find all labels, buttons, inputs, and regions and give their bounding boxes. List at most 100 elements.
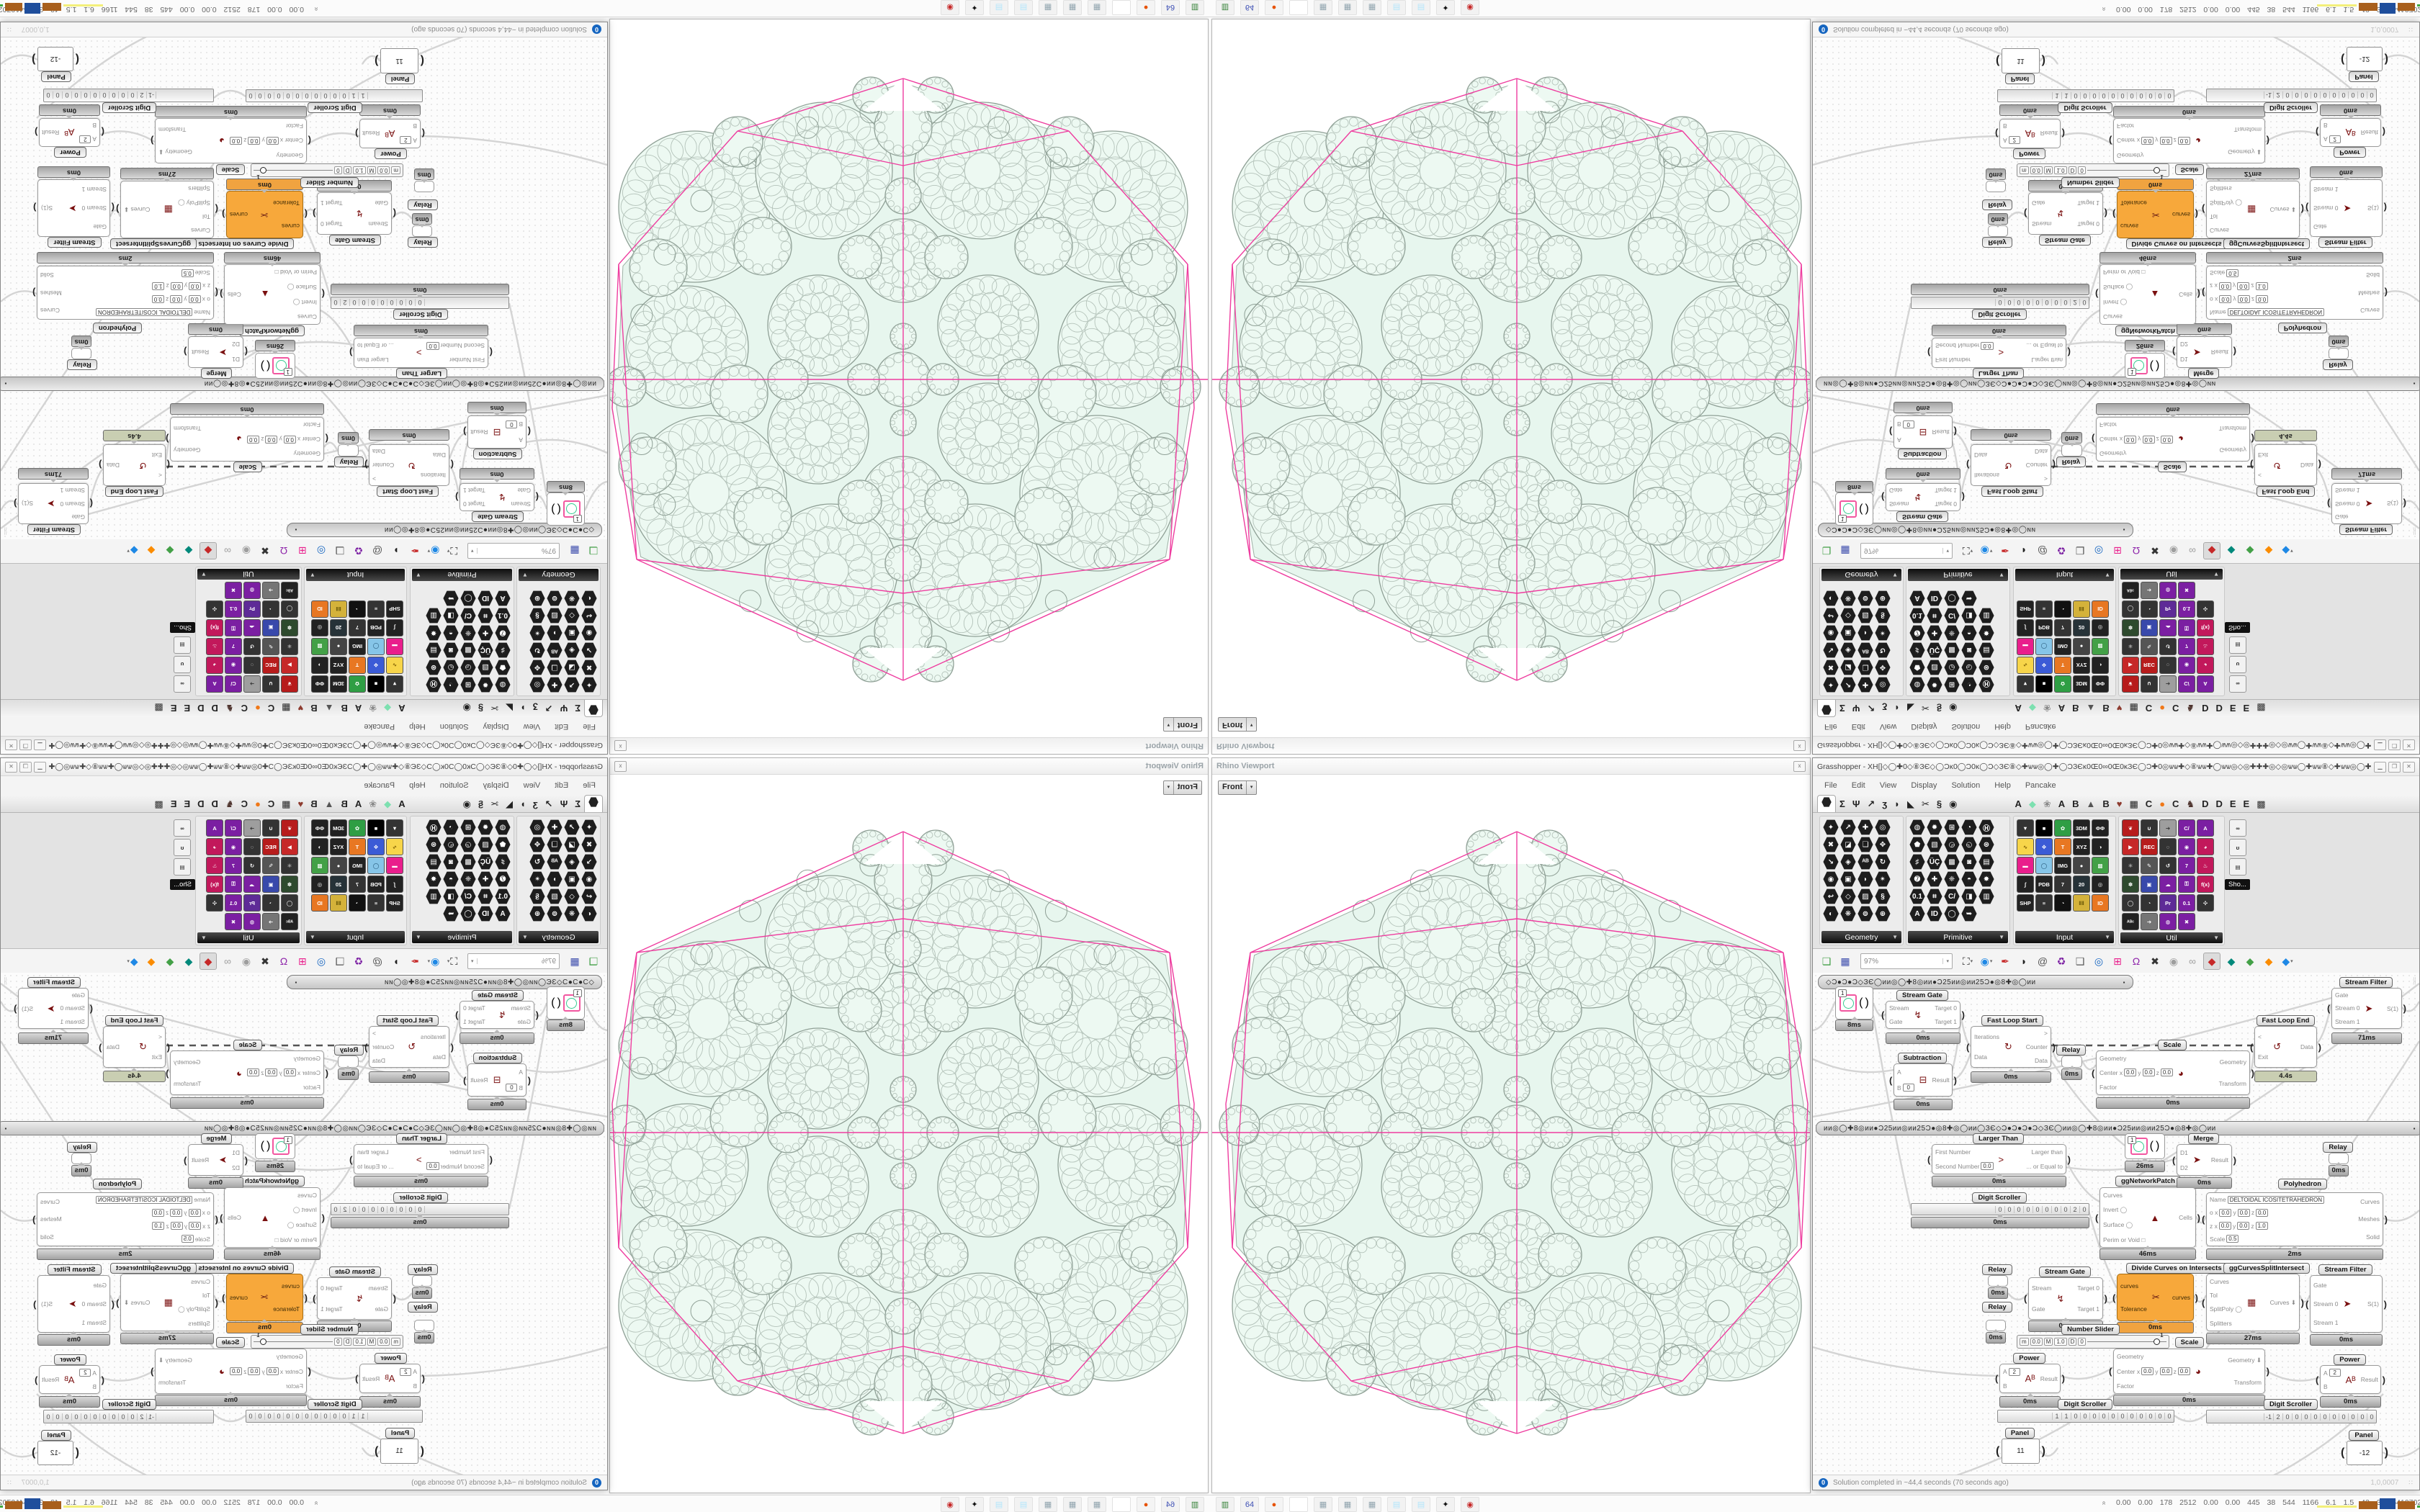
component-icon[interactable]: ⊛ (426, 660, 442, 675)
menu-item-pancake[interactable]: Pancake (2025, 722, 2056, 731)
tab-plugin-1[interactable]: ◆ (384, 703, 392, 714)
grasshopper-canvas[interactable]: ◇Ɔ●Ɔ●Ɔ◇ЗЄ◯ии◎◯✚8◎ии●Ɔ25ии◎ии25Ɔ●◎8✚◎◯ии ▪… (1, 37, 607, 539)
component-icon[interactable]: ❈ (1944, 871, 1960, 887)
component-icon[interactable]: ʊ (174, 656, 191, 673)
component-icon[interactable]: ◔ (2054, 600, 2071, 618)
component-icon[interactable]: ◔ (2054, 894, 2071, 912)
component-icon[interactable]: ▥ (1978, 888, 1994, 904)
component-icon[interactable]: ‖‖ (2073, 600, 2090, 618)
component-icon[interactable]: ✹ (1927, 677, 1942, 693)
component-icon[interactable]: ▤ (2229, 858, 2246, 876)
component-icon[interactable]: ➔ (2141, 582, 2158, 599)
palette-label-util[interactable]: Util ▼ (197, 932, 300, 943)
component-icon[interactable]: ↗ (1840, 677, 1856, 693)
component-icon[interactable]: ✿ (2054, 819, 2071, 837)
component-icon[interactable]: A (495, 906, 511, 922)
tab-plugin-7[interactable]: ♥ (2116, 703, 2123, 714)
component-icon[interactable]: § (529, 888, 545, 904)
gh-node-divide-curves-on-intersects[interactable]: () curves Tolerance ✂ curves (2112, 1274, 2198, 1321)
toolbar-icon-0[interactable]: ❏ (588, 545, 599, 557)
component-icon[interactable]: ✚ (547, 677, 563, 693)
taskbar-app-icon-10[interactable]: ◉ (1461, 1497, 1479, 1512)
tab-plugin-4[interactable]: B (341, 798, 348, 809)
gh-node-merge[interactable]: () D1 D2 ➤ Result (2172, 336, 2236, 368)
gh-node-subtraction[interactable]: () A B 0 ⊟ Result (463, 415, 531, 449)
component-icon[interactable]: ▥ (426, 888, 442, 904)
component-icon[interactable]: ✥ (2035, 657, 2053, 674)
component-icon[interactable]: ■ (367, 819, 385, 837)
menu-item-view[interactable]: View (523, 781, 541, 790)
toolbar-icon-19[interactable]: ◆ (2264, 955, 2273, 967)
component-icon[interactable]: ✿ (349, 819, 366, 837)
gh-node-digit-scroller[interactable]: -1 2 0 0 0 0 0 0 0 0 0 0 (43, 1410, 214, 1423)
component-icon[interactable]: ◇ (564, 608, 580, 624)
menu-item-edit[interactable]: Edit (1851, 781, 1865, 790)
component-icon[interactable]: ✹ (1927, 819, 1942, 835)
component-icon[interactable]: ✎ (262, 638, 279, 655)
tab-icon-2[interactable]: ↗ (544, 703, 553, 714)
component-icon[interactable]: ✚ (547, 819, 563, 835)
tab-icon-7[interactable]: § (1936, 703, 1942, 714)
menu-item-view[interactable]: View (1879, 781, 1897, 790)
palette-label-input[interactable]: Input ▼ (2015, 569, 2114, 581)
tab-plugin-6[interactable]: B (2102, 703, 2110, 714)
component-icon[interactable]: ÜÇ (478, 854, 493, 870)
component-icon[interactable]: ▩ (460, 854, 476, 870)
maximize-icon[interactable]: ❐ (2388, 761, 2401, 773)
taskbar-app-icon-2[interactable]: ● (1137, 1497, 1155, 1512)
grasshopper-canvas[interactable]: ◇Ɔ●Ɔ●Ɔ◇ЗЄ◯ии◎◯✚8◎ии●Ɔ25ии◎ии25Ɔ●◎8✚◎◯ии ▪… (1813, 973, 2419, 1475)
tab-icon-0[interactable]: Σ (1839, 798, 1845, 809)
component-icon[interactable]: ▬ (386, 638, 403, 655)
component-icon[interactable]: REC (2141, 838, 2158, 855)
component-icon[interactable]: 0.1 (1909, 888, 1925, 904)
taskbar-app-icon-4[interactable]: ▦ (1314, 0, 1332, 15)
gh-node-panel[interactable]: -12() (32, 1441, 79, 1465)
tab-plugin-10[interactable]: ● (2159, 798, 2166, 809)
gh-node-larger-than[interactable]: () First Number Second Number 0.0 > Larger th… (1927, 1144, 2071, 1174)
component-icon[interactable]: ∫ (2017, 619, 2034, 636)
toolbar-icon-5[interactable]: ✒ (411, 955, 419, 967)
toolbar-icon-4[interactable]: ◉ ▾ (1980, 545, 1993, 557)
taskbar-app-icon-5[interactable]: ▦ (1063, 1497, 1082, 1512)
zoom-select[interactable]: 97% ▾ (467, 543, 560, 559)
component-icon[interactable]: ♯ (495, 642, 511, 658)
component-icon[interactable]: ▣ (2141, 619, 2158, 636)
component-icon[interactable]: ◌ (2159, 657, 2177, 674)
component-icon[interactable]: ◓ (1961, 625, 1977, 641)
tab-plugin-11[interactable]: C (2172, 798, 2179, 809)
viewport-view-selector[interactable]: Front ▾ (1162, 717, 1202, 732)
gh-node-panel[interactable]: 11() (375, 1439, 424, 1464)
tab-icon-4[interactable]: ◗ (1894, 798, 1900, 809)
component-icon[interactable]: ❏ (547, 837, 563, 852)
taskbar-app-icon-6[interactable]: ▦ (1039, 0, 1057, 15)
taskbar-app-icon-2[interactable]: ● (1137, 0, 1155, 15)
toolbar-icon-3[interactable]: ⛶ ▾ (447, 955, 458, 967)
component-icon[interactable]: ◑ (311, 838, 328, 855)
close-icon[interactable]: ✕ (2403, 761, 2415, 773)
component-icon[interactable]: ❦ (2122, 819, 2139, 837)
taskbar-app-icon-2[interactable]: ● (1265, 1497, 1283, 1512)
taskbar-app-icon-7[interactable]: ▤ (1387, 0, 1406, 15)
component-icon[interactable]: ◉ (2178, 838, 2195, 855)
component-icon[interactable]: ✖ (1823, 837, 1839, 852)
component-icon[interactable]: ▨ (1857, 888, 1873, 904)
tab-plugin-0[interactable]: A (2015, 798, 2022, 809)
gh-node-subtraction[interactable]: () A B 0 ⊟ Result (1889, 1063, 1957, 1097)
component-icon[interactable]: ⊞ (1944, 677, 1960, 693)
menu-item-pancake[interactable]: Pancake (364, 722, 395, 731)
component-icon[interactable]: ◍ (1909, 819, 1925, 835)
component-icon[interactable]: ▥ (1978, 608, 1994, 624)
component-icon[interactable]: ✸ (426, 871, 442, 887)
component-icon[interactable]: REC (2141, 657, 2158, 674)
gh-node-comp[interactable]: () Curves Invert ◯ Surface ◯ Perim or Void □… (220, 1187, 325, 1248)
component-icon[interactable]: ◈ (564, 642, 580, 658)
component-icon[interactable]: ◔ (262, 894, 279, 912)
tab-icon-7[interactable]: § (478, 703, 484, 714)
menu-item-display[interactable]: Display (1911, 781, 1937, 790)
component-icon[interactable]: ᴬᴮᶜ (281, 913, 298, 930)
palette-label-primitive[interactable]: Primitive ▼ (412, 569, 512, 581)
component-icon[interactable]: IMG (2054, 857, 2071, 874)
component-icon[interactable]: ◯ (1944, 906, 1960, 922)
component-icon[interactable]: ◶ (460, 660, 476, 675)
toolbar-icon-17[interactable]: ◆ (184, 955, 193, 967)
